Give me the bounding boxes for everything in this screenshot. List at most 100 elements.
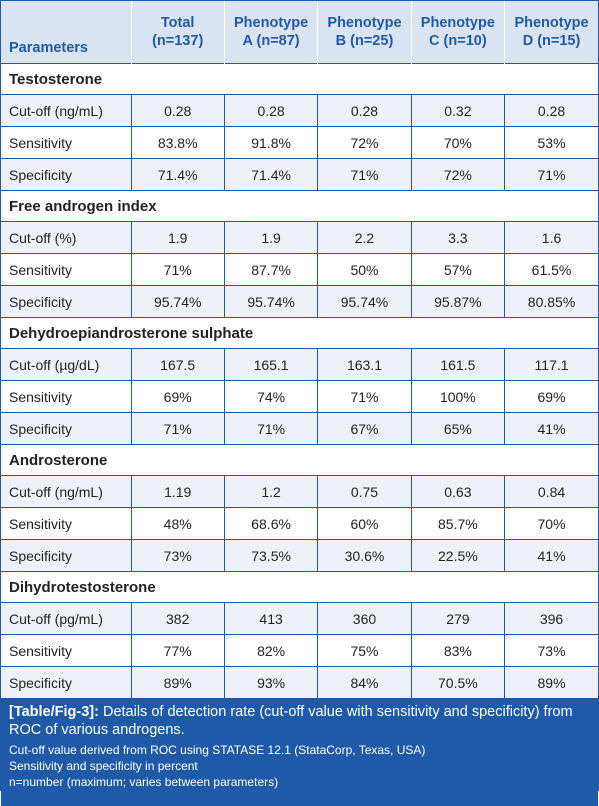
- table-cell: 163.1: [317, 348, 412, 381]
- table-row: Specificity 73% 73.5% 30.6% 22.5% 41%: [1, 539, 598, 572]
- table-cell: 3.3: [411, 221, 506, 254]
- table-cell: 0.28: [504, 94, 598, 127]
- caption-note: n=number (maximum; varies between parame…: [9, 775, 279, 789]
- table-cell: 413: [224, 602, 319, 635]
- section-header-row: Free androgen index: [1, 190, 598, 222]
- table-cell: 75%: [317, 634, 412, 667]
- table-cell: 41%: [504, 412, 598, 445]
- section-header-row: Testosterone: [1, 63, 598, 95]
- header-parameters: Parameters: [1, 1, 132, 64]
- table-row: Cut-off (ng/mL) 0.28 0.28 0.28 0.32 0.28: [1, 94, 598, 127]
- table-cell: 70%: [504, 507, 598, 540]
- header-phenotype-a: Phenotype A (n=87): [224, 1, 319, 64]
- table-cell: 161.5: [411, 348, 506, 381]
- section-title: Dihydrotestosterone: [1, 571, 598, 603]
- row-label: Cut-off (ng/mL): [1, 475, 132, 508]
- table-cell: 72%: [411, 158, 506, 191]
- table-cell: 57%: [411, 253, 506, 286]
- androgen-roc-table: Parameters Total (n=137) Phenotype A (n=87…: [1, 1, 598, 698]
- table-row: Cut-off (%) 1.9 1.9 2.2 3.3 1.6: [1, 221, 598, 254]
- row-label: Sensitivity: [1, 507, 132, 540]
- table-cell: 91.8%: [224, 126, 319, 159]
- row-label: Sensitivity: [1, 634, 132, 667]
- table-cell: 48%: [131, 507, 225, 540]
- table-cell: 67%: [317, 412, 412, 445]
- table-cell: 65%: [411, 412, 506, 445]
- table-cell: 84%: [317, 666, 412, 698]
- table-cell: 1.2: [224, 475, 319, 508]
- section-title: Dehydroepiandrosterone sulphate: [1, 317, 598, 349]
- table-row: Cut-off (ng/mL) 1.19 1.2 0.75 0.63 0.84: [1, 475, 598, 508]
- table-cell: 73%: [504, 634, 598, 667]
- row-label: Cut-off (ng/mL): [1, 94, 132, 127]
- table-row: Sensitivity 77% 82% 75% 83% 73%: [1, 634, 598, 667]
- caption-label: [Table/Fig-3]:: [9, 704, 99, 720]
- table-cell: 71%: [224, 412, 319, 445]
- table-cell: 95.74%: [131, 285, 225, 318]
- table-cell: 73%: [131, 539, 225, 572]
- table-row: Sensitivity 48% 68.6% 60% 85.7% 70%: [1, 507, 598, 540]
- table-cell: 71%: [504, 158, 598, 191]
- row-label: Specificity: [1, 539, 132, 572]
- table-cell: 1.9: [131, 221, 225, 254]
- table-cell: 71%: [131, 253, 225, 286]
- table-row: Specificity 89% 93% 84% 70.5% 89%: [1, 666, 598, 698]
- header-phenotype-d: Phenotype D (n=15): [504, 1, 598, 64]
- table-cell: 95.74%: [224, 285, 319, 318]
- table-cell: 95.87%: [411, 285, 506, 318]
- caption-main: [Table/Fig-3]: Details of detection rate…: [9, 703, 590, 739]
- table-cell: 117.1: [504, 348, 598, 381]
- table-cell: 68.6%: [224, 507, 319, 540]
- row-label: Sensitivity: [1, 126, 132, 159]
- figure-caption: [Table/Fig-3]: Details of detection rate…: [1, 698, 598, 806]
- table-cell: 30.6%: [317, 539, 412, 572]
- caption-note: Cut-off value derived from ROC using STA…: [9, 743, 426, 757]
- header-phenotype-c: Phenotype C (n=10): [411, 1, 506, 64]
- section-header-row: Dihydrotestosterone: [1, 571, 598, 603]
- table-cell: 41%: [504, 539, 598, 572]
- table-cell: 1.19: [131, 475, 225, 508]
- row-label: Sensitivity: [1, 380, 132, 413]
- table-cell: 22.5%: [411, 539, 506, 572]
- table-cell: 89%: [131, 666, 225, 698]
- caption-text: Details of detection rate (cut-off value…: [9, 704, 573, 738]
- section-title: Free androgen index: [1, 190, 598, 222]
- table-cell: 87.7%: [224, 253, 319, 286]
- table-cell: 74%: [224, 380, 319, 413]
- table-cell: 69%: [504, 380, 598, 413]
- table-cell: 71%: [131, 412, 225, 445]
- header-phenotype-b: Phenotype B (n=25): [317, 1, 412, 64]
- table-cell: 89%: [504, 666, 598, 698]
- table-cell: 0.28: [317, 94, 412, 127]
- table-body: Testosterone Cut-off (ng/mL) 0.28 0.28 0.28 0…: [1, 63, 598, 698]
- table-cell: 82%: [224, 634, 319, 667]
- section-title: Androsterone: [1, 444, 598, 476]
- row-label: Cut-off (µg/dL): [1, 348, 132, 381]
- header-row: Parameters Total (n=137) Phenotype A (n=87…: [1, 1, 598, 64]
- table-cell: 279: [411, 602, 506, 635]
- table-cell: 360: [317, 602, 412, 635]
- table-cell: 0.63: [411, 475, 506, 508]
- table-row: Sensitivity 83.8% 91.8% 72% 70% 53%: [1, 126, 598, 159]
- table-cell: 77%: [131, 634, 225, 667]
- table-cell: 1.9: [224, 221, 319, 254]
- section-title: Testosterone: [1, 63, 598, 95]
- row-label: Cut-off (pg/mL): [1, 602, 132, 635]
- table-cell: 0.84: [504, 475, 598, 508]
- section-header-row: Androsterone: [1, 444, 598, 476]
- table-cell: 0.75: [317, 475, 412, 508]
- row-label: Cut-off (%): [1, 221, 132, 254]
- table-cell: 71%: [317, 158, 412, 191]
- table-cell: 53%: [504, 126, 598, 159]
- row-label: Sensitivity: [1, 253, 132, 286]
- table-cell: 1.6: [504, 221, 598, 254]
- table-row: Sensitivity 71% 87.7% 50% 57% 61.5%: [1, 253, 598, 286]
- table-cell: 71.4%: [131, 158, 225, 191]
- table-cell: 69%: [131, 380, 225, 413]
- table-cell: 83%: [411, 634, 506, 667]
- table-row: Specificity 95.74% 95.74% 95.74% 95.87% 80.85…: [1, 285, 598, 318]
- table-cell: 382: [131, 602, 225, 635]
- table-cell: 167.5: [131, 348, 225, 381]
- table-cell: 95.74%: [317, 285, 412, 318]
